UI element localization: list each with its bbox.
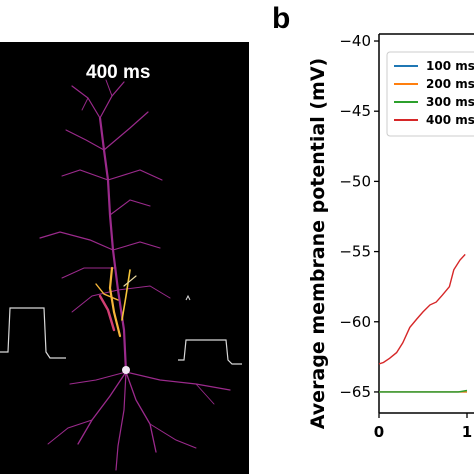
chart-legend: 100 ms 200 ms 300 ms 400 ms <box>386 51 474 137</box>
y-tick-label: −45 <box>339 102 371 120</box>
neuron-image-panel: 400 ms <box>0 42 249 474</box>
x-tick-label: 0 <box>374 423 384 441</box>
y-tick-label: −50 <box>339 172 371 190</box>
legend-label: 200 ms <box>426 77 474 91</box>
series-line <box>378 253 466 365</box>
legend-box <box>386 51 474 137</box>
legend-label: 100 ms <box>426 59 474 73</box>
legend-label: 300 ms <box>426 95 474 109</box>
series-line <box>379 389 468 393</box>
y-tick-label: −60 <box>339 313 371 331</box>
time-label: 400 ms <box>86 62 151 83</box>
y-tick-label: −40 <box>339 32 371 50</box>
y-tick-label: −55 <box>339 243 371 261</box>
soma <box>122 366 130 374</box>
chart-axes <box>378 33 474 414</box>
legend-label: 400 ms <box>426 113 474 127</box>
chart-series <box>378 253 468 393</box>
chart-ticks: −40 −45 −50 −55 −60 −65 0 1 <box>339 32 472 441</box>
left-voltage-trace <box>0 307 66 359</box>
y-tick-label: −65 <box>339 383 371 401</box>
y-axis-label: Average membrane potential (mV) <box>307 58 329 429</box>
panel-b-letter: b <box>272 2 291 35</box>
neuron-morphology <box>0 79 242 471</box>
right-voltage-trace <box>178 339 242 365</box>
x-tick-label: 1 <box>462 423 472 441</box>
